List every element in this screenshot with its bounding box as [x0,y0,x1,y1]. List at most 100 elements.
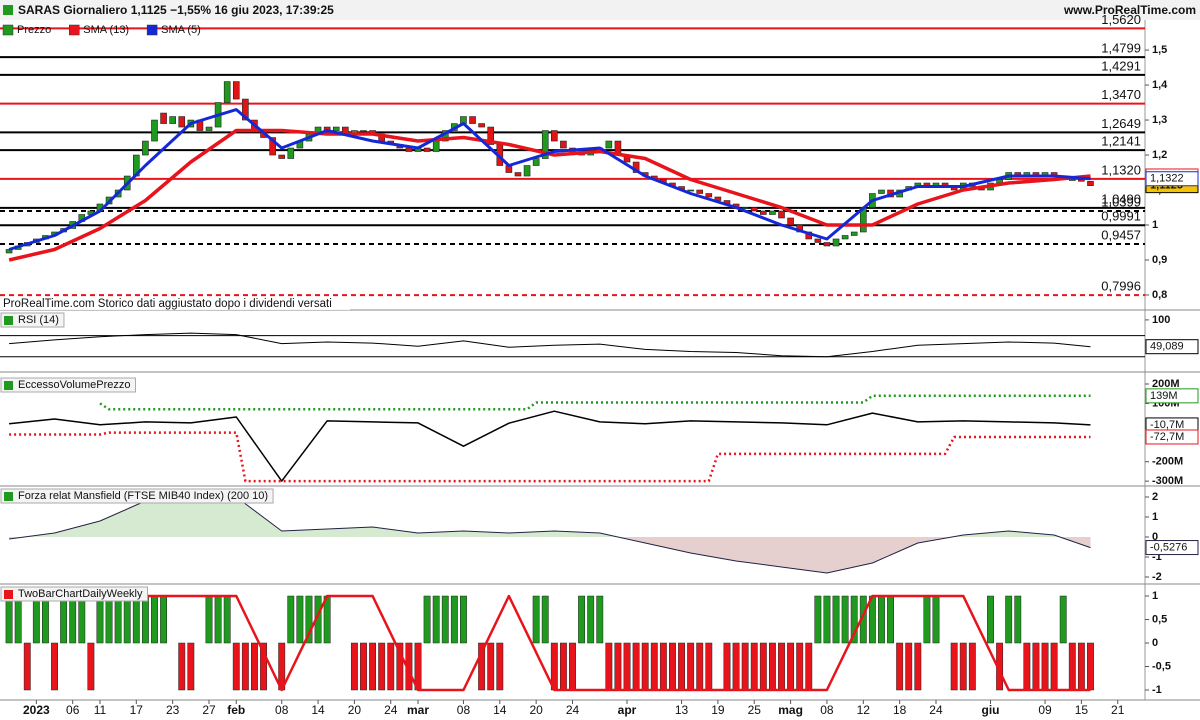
candle [605,140,613,149]
area-above [9,493,1091,537]
x-tick-label: 15 [1075,703,1089,717]
bar [132,595,140,644]
bar [69,595,77,644]
bar [14,595,22,644]
bar [305,595,313,644]
candle [787,217,794,226]
candle [832,238,840,247]
note: ProRealTime.com Storico dati aggiustato … [3,298,332,310]
series-line [8,128,1091,262]
candle [169,116,176,124]
bar [1059,595,1067,644]
candle [541,130,549,159]
level-label: 1,2649 [1101,116,1141,131]
candle [332,126,340,131]
bar [587,595,595,644]
bar [805,642,813,691]
bar [441,595,449,644]
candle [769,210,776,215]
panel-icon [4,381,13,390]
bar [287,595,295,644]
bar [641,642,649,691]
last-value-box [1145,540,1199,556]
bar [796,642,804,691]
bar [532,595,540,644]
panel-title-box [0,377,136,393]
bar [768,642,776,691]
legend-label: SMA (13) [83,24,129,36]
bar [1068,642,1076,691]
bar [569,642,576,691]
bar [487,642,495,691]
series-line [8,108,1091,251]
bar [559,642,567,691]
x-tick-label: 11 [94,703,107,717]
x-tick-label: mag [778,703,803,717]
x-tick-label: giu [982,703,1000,717]
bar [887,595,894,644]
bar [205,595,213,644]
x-tick-label: 08 [457,703,471,717]
bar [51,642,58,691]
bar [750,642,758,691]
candle [1087,180,1094,186]
bar [123,595,131,644]
x-tick-label: 18 [893,703,907,717]
note-bg [0,297,350,310]
y-tick-label: -300M [1152,475,1183,487]
level-label: 1,0399 [1101,194,1141,209]
bar [696,642,704,691]
bar [32,595,40,644]
panel-title: TwoBarChartDailyWeekly [18,588,143,600]
candle [478,123,485,128]
candle [823,242,831,247]
bar [741,642,749,691]
bar [396,642,404,691]
bar [105,595,113,644]
bar [814,595,822,644]
candle [814,238,822,243]
candle [5,249,13,254]
bar [160,595,168,644]
bar [578,595,586,644]
level-label: 1,2141 [1101,134,1141,149]
x-tick-label: 13 [675,703,689,717]
legend-swatch [146,24,158,36]
bar [378,642,386,691]
candle [778,210,785,219]
bar [623,642,631,691]
candle [405,147,413,152]
bar [723,642,731,691]
x-tick-label: 24 [929,703,943,717]
bar [260,642,267,691]
panel-title: Forza relat Mansfield (FTSE MIB40 Index)… [18,490,268,502]
y-tick-label: 0,8 [1152,289,1167,301]
bar [659,642,667,691]
bar [241,642,249,691]
bar [778,642,785,691]
x-tick-label: 17 [130,703,144,717]
x-tick-label: 27 [202,703,216,717]
bar [1077,642,1085,691]
x-tick-label: 2023 [23,703,50,717]
y-tick-label: 1 [1152,590,1158,602]
last-value-label: -10,7M [1150,419,1184,431]
x-tick-label: feb [227,703,245,717]
y-tick-label: -1 [1152,551,1162,563]
panel-icon [4,316,13,325]
legend-swatch [69,24,80,36]
legend-label: SMA (5) [161,24,201,36]
x-tick-label: 20 [529,703,543,717]
bar [1023,642,1031,691]
bar [1005,595,1013,644]
candle [142,140,149,156]
bar [605,642,613,691]
bar [478,642,486,691]
bar [632,642,640,691]
y-tick-label: 100 [1152,314,1170,326]
candle [423,147,431,152]
bar [214,595,222,644]
panel-title-box [0,488,274,504]
y-tick-label: -0,5 [1152,660,1171,672]
bar [905,642,913,691]
